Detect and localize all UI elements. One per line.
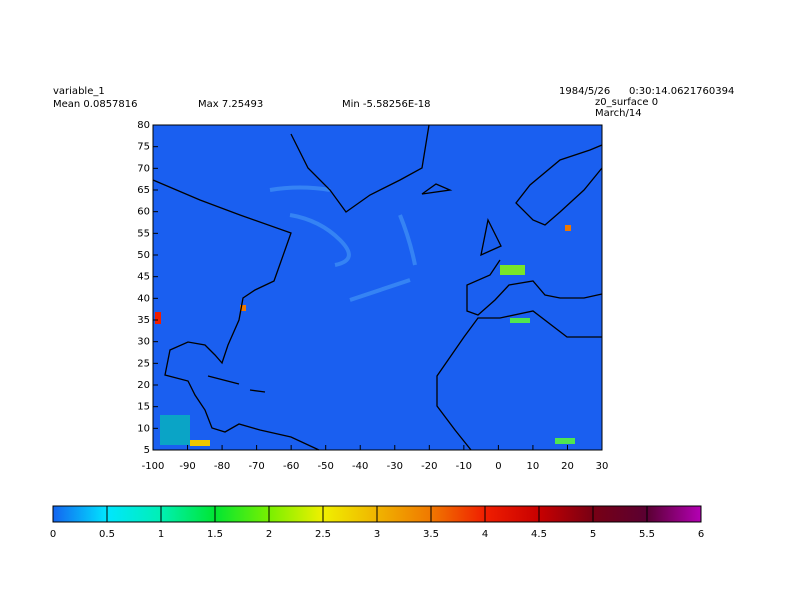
x-tick-label: 20 [561, 461, 574, 472]
colorbar-label: 4 [482, 529, 488, 540]
colorbar-label: 3.5 [423, 529, 439, 540]
map-frame [152, 124, 603, 451]
colorbar-label: 2 [266, 529, 272, 540]
colorbar: 0 0.5 1 1.5 2 2.5 3 3.5 4 4.5 5 5.5 6 [50, 505, 704, 540]
y-tick-label: 40 [137, 293, 150, 304]
colorbar-label: 5 [590, 529, 596, 540]
x-tick-label: 0 [495, 461, 501, 472]
x-tick-label: -20 [421, 461, 437, 472]
y-tick-label: 50 [137, 250, 150, 261]
x-tick-label: -70 [248, 461, 264, 472]
time: 0:30:14.0621760394 [629, 86, 734, 97]
y-tick-label: 60 [137, 207, 150, 218]
x-tick-label: -50 [318, 461, 334, 472]
y-tick-label: 25 [137, 358, 150, 369]
x-tick-label: -40 [352, 461, 368, 472]
field-speckles [155, 225, 575, 446]
colorbar-label: 4.5 [531, 529, 547, 540]
y-tick-label: 75 [137, 142, 150, 153]
y-tick-label: 15 [137, 402, 150, 413]
min-stat: Min -5.58256E-18 [342, 99, 431, 110]
y-tick-label: 45 [137, 272, 150, 283]
x-tick-label: -60 [283, 461, 299, 472]
colorbar-label: 2.5 [315, 529, 331, 540]
x-tick-label: 10 [527, 461, 540, 472]
colorbar-label: 5.5 [639, 529, 655, 540]
y-tick-label: 10 [137, 423, 150, 434]
coastlines [152, 124, 603, 451]
level: z0_surface 0 [595, 97, 658, 108]
x-tick-label: -10 [456, 461, 472, 472]
y-tick-label: 70 [137, 163, 150, 174]
variable-name: variable_1 [53, 86, 105, 97]
x-tick-label: 30 [596, 461, 609, 472]
y-tick-label: 5 [144, 445, 150, 456]
colorbar-label: 1 [158, 529, 164, 540]
colorbar-label: 1.5 [207, 529, 223, 540]
colorbar-label: 0.5 [99, 529, 115, 540]
y-tick-label: 65 [137, 185, 150, 196]
field [153, 125, 602, 450]
y-tick-label: 55 [137, 228, 150, 239]
x-tick-label: -100 [142, 461, 165, 472]
y-tick-label: 80 [137, 120, 150, 131]
x-tick-label: -90 [179, 461, 195, 472]
mean-stat: Mean 0.0857816 [53, 99, 138, 110]
x-tick-label: -80 [214, 461, 230, 472]
x-tick-label: -30 [387, 461, 403, 472]
y-tick-label: 20 [137, 380, 150, 391]
map [152, 124, 603, 451]
colorbar-label: 3 [374, 529, 380, 540]
date: 1984/5/26 [559, 86, 610, 97]
y-tick-label: 30 [137, 337, 150, 348]
max-stat: Max 7.25493 [198, 99, 263, 110]
month: March/14 [595, 108, 642, 119]
field-streaks [269, 185, 417, 302]
colorbar-label: 0 [50, 529, 56, 540]
colorbar-label: 6 [698, 529, 704, 540]
y-tick-label: 35 [137, 315, 150, 326]
